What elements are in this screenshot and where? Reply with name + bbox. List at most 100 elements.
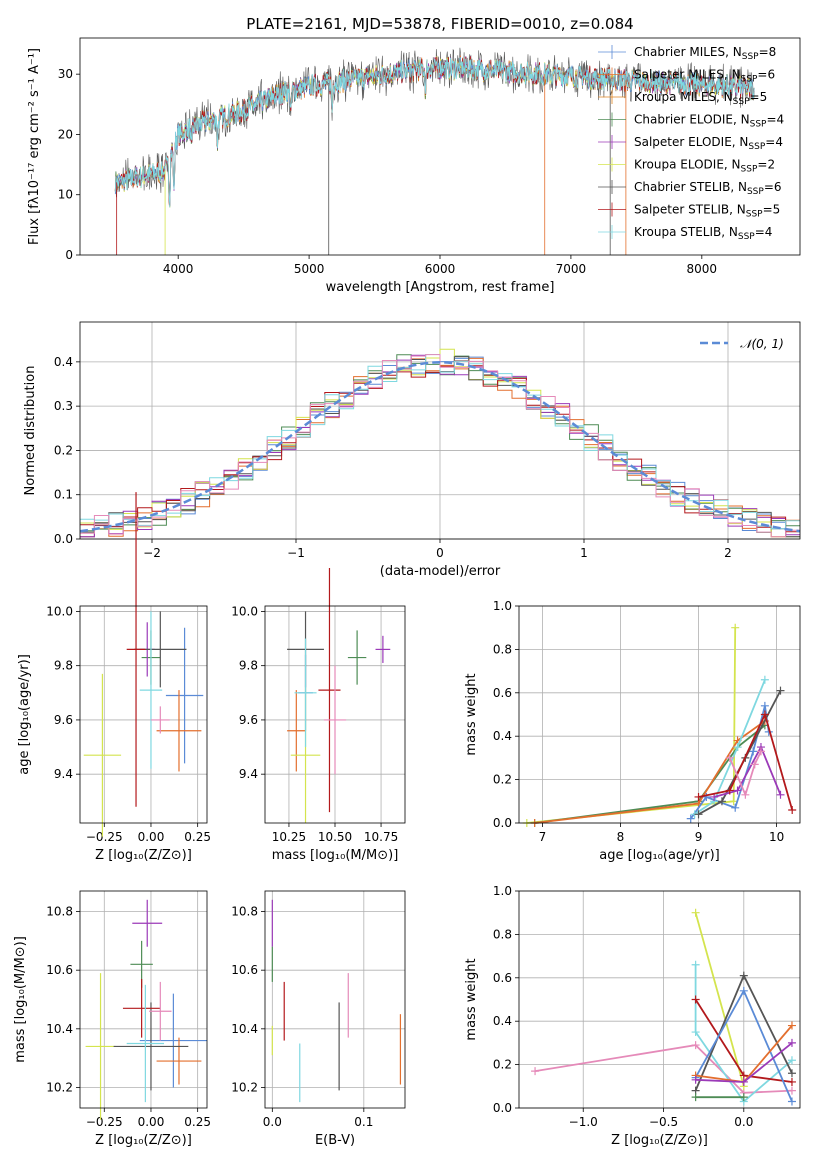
legend-entry: Salpeter ELODIE, NSSP=4: [634, 135, 783, 152]
mass-vs-EBV-axes: 0.0 0.1 10.2 10.4 10.6 10.8: [231, 891, 405, 1129]
x-tick-label: 0.00: [138, 1115, 165, 1129]
weight-vs-age-axes: 7 8 9 10 0.0 0.2 0.4 0.6 0.8 1.0: [493, 599, 800, 844]
x-tick-label: 7000: [556, 262, 587, 276]
spectrum-legend: Chabrier MILES, NSSP=8 Salpeter MILES, NS…: [598, 45, 784, 242]
weight-series: [694, 679, 766, 816]
y-tick-label: 10.0: [231, 604, 258, 618]
x-tick-label: 0: [436, 546, 444, 560]
x-tick-label: −0.25: [86, 830, 123, 844]
y-tick-label: 10.6: [46, 963, 73, 977]
weight-marker: [691, 1041, 700, 1050]
x-tick-label: −0.5: [649, 1115, 678, 1129]
spectrum-title: PLATE=2161, MJD=53878, FIBERID=0010, z=0…: [246, 15, 633, 33]
errorbar-point: [294, 638, 317, 748]
x-tick-label: 10.50: [318, 830, 352, 844]
weight-marker: [741, 790, 750, 799]
weight-marker: [760, 701, 769, 710]
errorbar-point: [165, 627, 204, 764]
y-tick-label: 0.2: [493, 773, 512, 787]
weight-marker: [787, 1021, 796, 1030]
y-tick-label: 10: [58, 188, 73, 202]
y-tick-label: 0.0: [493, 1101, 512, 1115]
weight-marker: [760, 710, 769, 719]
weight-marker: [691, 1075, 700, 1084]
weight-marker: [731, 623, 740, 632]
y-tick-label: 9.6: [54, 713, 73, 727]
y-tick-label: 0.3: [54, 399, 73, 413]
weight-series: [698, 690, 782, 816]
y-tick-label: 10.4: [46, 1022, 73, 1036]
y-tick-label: 0.0: [54, 532, 73, 546]
x-tick-label: 0.25: [184, 830, 211, 844]
errorbar-point: [126, 492, 146, 807]
residuals-ylabel: Normed distribution: [23, 366, 38, 496]
weight-marker: [739, 1093, 748, 1102]
y-tick-label: 0.0: [493, 816, 512, 830]
spectrum-series: [114, 57, 755, 208]
y-tick-label: 10.2: [46, 1080, 73, 1094]
weight-marker: [725, 786, 734, 795]
age-vs-mass-axes: 10.25 10.50 10.75 9.4 9.6 9.8 10.0: [231, 604, 405, 844]
weight-series: [728, 751, 762, 798]
y-tick-label: 0.4: [493, 729, 512, 743]
mass-vs-Z-ylabel: mass [log₁₀(M/M⊙)]: [13, 936, 28, 1063]
mass-vs-EBV-xlabel: E(B-V): [315, 1133, 355, 1148]
mass-vs-Z-xlabel: Z [log₁₀(Z/Z⊙)]: [95, 1133, 192, 1148]
weight-marker: [739, 971, 748, 980]
legend-entry: Chabrier MILES, NSSP=8: [634, 45, 776, 62]
age-vs-mass-frame: [264, 605, 406, 824]
x-tick-label: 0.00: [138, 830, 165, 844]
weight-marker: [787, 1038, 796, 1047]
x-tick-label: 2: [724, 546, 732, 560]
age-vs-Z-frame: [79, 605, 208, 824]
errorbar-point: [318, 568, 341, 813]
y-tick-label: 1.0: [493, 599, 512, 613]
weight-marker: [725, 753, 734, 762]
weight-vs-Z-xlabel: Z [log₁₀(Z/Z⊙)]: [611, 1133, 708, 1148]
weight-marker: [691, 960, 700, 969]
weight-marker: [691, 1028, 700, 1037]
x-tick-label: 5000: [294, 262, 325, 276]
weight-marker: [691, 908, 700, 917]
errorbar-point: [150, 706, 170, 734]
legend-entry: Kroupa ELODIE, NSSP=2: [634, 158, 775, 175]
x-tick-label: 6000: [425, 262, 456, 276]
weight-vs-Z-frame: [518, 890, 801, 1109]
x-tick-label: −2: [143, 546, 161, 560]
age-vs-Z-xlabel: Z [log₁₀(Z/Z⊙)]: [95, 848, 192, 863]
spectrum-xlabel: wavelength [Angstrom, rest frame]: [326, 280, 555, 295]
y-tick-label: 9.6: [239, 713, 258, 727]
legend-entry: Salpeter STELIB, NSSP=5: [634, 203, 780, 220]
errorbar-point: [132, 899, 163, 947]
y-tick-label: 10.8: [46, 905, 73, 919]
x-tick-label: 9: [695, 830, 703, 844]
errorbar-point: [156, 690, 202, 772]
x-tick-label: 0.0: [263, 1115, 282, 1129]
weight-marker: [733, 743, 742, 752]
weight-marker: [691, 1093, 700, 1102]
weight-marker: [694, 810, 703, 819]
x-tick-label: 7: [539, 830, 547, 844]
weight-vs-age-frame: [518, 605, 801, 824]
errorbar-point: [139, 611, 163, 769]
x-tick-label: 8000: [687, 262, 718, 276]
y-tick-label: 1.0: [493, 884, 512, 898]
weight-series: [713, 744, 782, 798]
weight-series: [534, 724, 766, 824]
weight-marker: [694, 792, 703, 801]
y-tick-label: 0.4: [493, 1014, 512, 1028]
weight-marker: [788, 805, 797, 814]
x-tick-label: 10: [769, 830, 784, 844]
y-tick-label: 9.8: [239, 659, 258, 673]
weight-marker: [733, 786, 742, 795]
errorbar-point: [122, 978, 161, 1038]
age-vs-mass-xlabel: mass [log₁₀(M/M⊙)]: [272, 848, 399, 863]
errorbar-point: [113, 1002, 189, 1091]
residuals-frame: [79, 321, 801, 540]
weight-series: [534, 1044, 793, 1094]
y-tick-label: 10.0: [46, 604, 73, 618]
y-tick-label: 0.2: [54, 443, 73, 457]
x-tick-label: 8: [617, 830, 625, 844]
weight-marker: [787, 1069, 796, 1078]
